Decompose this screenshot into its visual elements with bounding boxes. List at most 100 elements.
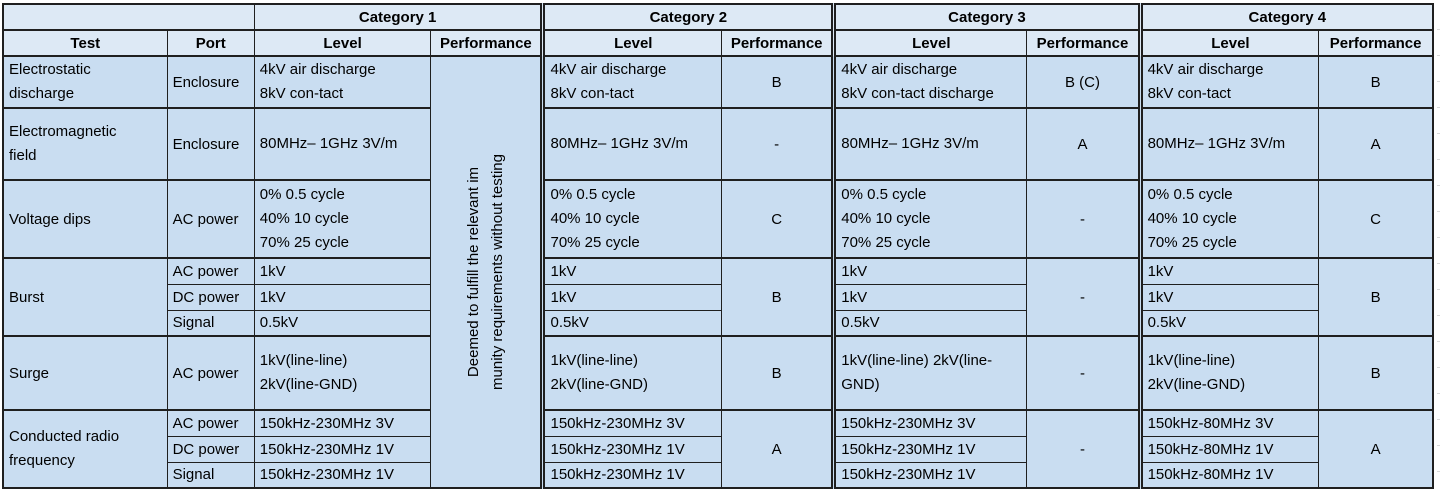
cell-burst-signal-cat1-level: 0.5kV bbox=[253, 309, 432, 337]
cell-crf-dc-cat1-level: 150kHz-230MHz 1V bbox=[253, 435, 432, 463]
cat3-performance-header: Performance bbox=[1026, 29, 1141, 57]
cell-crf-cat4-performance: A bbox=[1318, 409, 1434, 489]
cat4-level-header: Level bbox=[1137, 29, 1320, 57]
cell-esd-cat4-performance: B bbox=[1318, 55, 1434, 109]
column-header-row: Test Port Level Performance Level Perfor… bbox=[2, 29, 1434, 57]
cell-dips-cat2-performance: C bbox=[721, 179, 835, 259]
cell-esd-cat2-performance: B bbox=[721, 55, 835, 109]
cell-burst-ac-port: AC power bbox=[166, 257, 255, 285]
cell-dips-cat3-performance: - bbox=[1026, 179, 1141, 259]
cell-surge-cat4-performance: B bbox=[1318, 335, 1434, 411]
cell-surge-cat2-performance: B bbox=[721, 335, 835, 411]
cat1-performance-header: Performance bbox=[430, 29, 544, 57]
cell-burst-ac-cat4-level: 1kV bbox=[1137, 257, 1320, 285]
cell-em-cat3-performance: A bbox=[1026, 107, 1141, 181]
row-surge: Surge AC power 1kV(line-line) 2kV(line-G… bbox=[2, 335, 1434, 411]
cell-crf-ac-port: AC power bbox=[166, 409, 255, 437]
cell-em-test: Electromagnetic field bbox=[2, 107, 168, 181]
cell-esd-cat3-performance: B (C) bbox=[1026, 55, 1141, 109]
category-1-header: Category 1 bbox=[253, 3, 544, 31]
cell-crf-dc-cat4-level: 150kHz-80MHz 1V bbox=[1137, 435, 1320, 463]
cell-crf-cat2-performance: A bbox=[721, 409, 835, 489]
cell-surge-cat4-level: 1kV(line-line) 2kV(line-GND) bbox=[1137, 335, 1320, 411]
category-2-header: Category 2 bbox=[540, 3, 835, 31]
cell-burst-cat4-performance: B bbox=[1318, 257, 1434, 337]
cell-crf-signal-port: Signal bbox=[166, 461, 255, 489]
cell-dips-cat2-level: 0% 0.5 cycle 40% 10 cycle 70% 25 cycle bbox=[540, 179, 723, 259]
cell-crf-dc-cat2-level: 150kHz-230MHz 1V bbox=[540, 435, 723, 463]
cell-surge-cat2-level: 1kV(line-line) 2kV(line-GND) bbox=[540, 335, 723, 411]
row-crf-dc: DC power 150kHz-230MHz 1V 150kHz-230MHz … bbox=[3, 435, 1433, 463]
cell-surge-cat1-level: 1kV(line-line) 2kV(line-GND) bbox=[253, 335, 432, 411]
cat2-performance-header: Performance bbox=[721, 29, 835, 57]
deemed-note: Deemed to fulfill the relevant im munity… bbox=[464, 154, 506, 390]
cat3-level-header: Level bbox=[831, 29, 1028, 57]
cell-burst-dc-cat1-level: 1kV bbox=[253, 283, 432, 311]
test-column-header: Test bbox=[2, 29, 168, 57]
cat1-level-header: Level bbox=[253, 29, 432, 57]
corner-cell bbox=[2, 3, 255, 31]
cell-esd-port: Enclosure bbox=[166, 55, 255, 109]
cell-esd-cat1-level: 4kV air discharge 8kV con-tact bbox=[253, 55, 432, 109]
cell-em-cat4-performance: A bbox=[1318, 107, 1434, 181]
cell-esd-cat3-level: 4kV air discharge 8kV con-tact discharge bbox=[831, 55, 1028, 109]
cell-burst-signal-cat4-level: 0.5kV bbox=[1137, 309, 1320, 337]
cat2-level-header: Level bbox=[540, 29, 723, 57]
cell-cat1-performance-note: Deemed to fulfill the relevant im munity… bbox=[430, 55, 544, 489]
cell-esd-cat4-level: 4kV air discharge 8kV con-tact bbox=[1137, 55, 1320, 109]
cell-burst-ac-cat3-level: 1kV bbox=[831, 257, 1028, 285]
cell-burst-cat3-performance: - bbox=[1026, 257, 1141, 337]
cell-esd-test: Electrostatic discharge bbox=[2, 55, 168, 109]
cell-crf-dc-cat3-level: 150kHz-230MHz 1V bbox=[831, 435, 1028, 463]
cell-dips-cat4-level: 0% 0.5 cycle 40% 10 cycle 70% 25 cycle bbox=[1137, 179, 1320, 259]
cell-dips-cat1-level: 0% 0.5 cycle 40% 10 cycle 70% 25 cycle bbox=[253, 179, 432, 259]
cell-burst-test: Burst bbox=[2, 257, 168, 337]
cell-em-cat4-level: 80MHz– 1GHz 3V/m bbox=[1137, 107, 1320, 181]
cat4-performance-header: Performance bbox=[1318, 29, 1434, 57]
category-4-header: Category 4 bbox=[1137, 3, 1434, 31]
cell-esd-cat2-level: 4kV air discharge 8kV con-tact bbox=[540, 55, 723, 109]
cell-burst-signal-cat3-level: 0.5kV bbox=[831, 309, 1028, 337]
cell-burst-dc-port: DC power bbox=[166, 283, 255, 311]
cell-burst-cat2-performance: B bbox=[721, 257, 835, 337]
category-header-row: Category 1 Category 2 Category 3 Categor… bbox=[2, 3, 1434, 31]
cell-em-cat1-level: 80MHz– 1GHz 3V/m bbox=[253, 107, 432, 181]
cell-burst-dc-cat2-level: 1kV bbox=[540, 283, 723, 311]
cell-burst-ac-cat2-level: 1kV bbox=[540, 257, 723, 285]
cell-surge-test: Surge bbox=[2, 335, 168, 411]
emc-test-table: Category 1 Category 2 Category 3 Categor… bbox=[2, 3, 1434, 489]
cell-dips-test: Voltage dips bbox=[2, 179, 168, 259]
cell-crf-test: Conducted radio frequency bbox=[2, 409, 168, 489]
cell-crf-signal-cat4-level: 150kHz-80MHz 1V bbox=[1137, 461, 1320, 489]
row-electromagnetic-field: Electromagnetic field Enclosure 80MHz– 1… bbox=[2, 107, 1434, 181]
row-burst-dc: DC power 1kV 1kV 1kV 1kV bbox=[3, 283, 1433, 311]
row-burst-ac: Burst AC power 1kV 1kV B 1kV - 1kV B bbox=[2, 257, 1434, 337]
cell-burst-signal-cat2-level: 0.5kV bbox=[540, 309, 723, 337]
cell-burst-signal-port: Signal bbox=[166, 309, 255, 337]
cell-crf-ac-cat1-level: 150kHz-230MHz 3V bbox=[253, 409, 432, 437]
category-3-header: Category 3 bbox=[831, 3, 1141, 31]
cell-crf-dc-port: DC power bbox=[166, 435, 255, 463]
cell-burst-dc-cat3-level: 1kV bbox=[831, 283, 1028, 311]
cell-crf-signal-cat2-level: 150kHz-230MHz 1V bbox=[540, 461, 723, 489]
row-burst-signal: Signal 0.5kV 0.5kV 0.5kV 0.5kV bbox=[3, 309, 1433, 337]
cell-dips-cat4-performance: C bbox=[1318, 179, 1434, 259]
cell-em-port: Enclosure bbox=[166, 107, 255, 181]
cell-em-cat2-level: 80MHz– 1GHz 3V/m bbox=[540, 107, 723, 181]
cell-crf-ac-cat3-level: 150kHz-230MHz 3V bbox=[831, 409, 1028, 437]
row-electrostatic-discharge: Electrostatic discharge Enclosure 4kV ai… bbox=[2, 55, 1434, 489]
cell-surge-port: AC power bbox=[166, 335, 255, 411]
cell-crf-ac-cat2-level: 150kHz-230MHz 3V bbox=[540, 409, 723, 437]
cell-burst-ac-cat1-level: 1kV bbox=[253, 257, 432, 285]
cell-em-cat3-level: 80MHz– 1GHz 3V/m bbox=[831, 107, 1028, 181]
cell-crf-ac-cat4-level: 150kHz-80MHz 3V bbox=[1137, 409, 1320, 437]
row-crf-ac: Conducted radio frequency AC power 150kH… bbox=[2, 409, 1434, 489]
cell-dips-port: AC power bbox=[166, 179, 255, 259]
port-column-header: Port bbox=[166, 29, 255, 57]
cell-em-cat2-performance: - bbox=[721, 107, 835, 181]
cell-surge-cat3-level: 1kV(line-line) 2kV(line-GND) bbox=[831, 335, 1028, 411]
cell-burst-dc-cat4-level: 1kV bbox=[1137, 283, 1320, 311]
spreadsheet-gridlines bbox=[1437, 4, 1440, 488]
cell-crf-cat3-performance: - bbox=[1026, 409, 1141, 489]
